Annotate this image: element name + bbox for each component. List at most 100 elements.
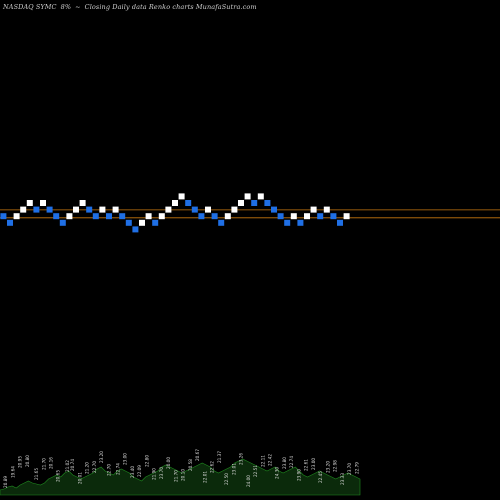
renko-bricks [0, 193, 350, 233]
arrow-label: ~ [75, 3, 81, 11]
price-label: 21.90 [152, 468, 157, 480]
price-label: 21.02 [65, 460, 70, 472]
price-label: 21.70 [173, 470, 178, 482]
renko-brick-down [277, 213, 284, 220]
renko-brick-down [106, 213, 112, 220]
price-label: 19.64 [11, 466, 16, 478]
price-label: 23.00 [311, 458, 316, 470]
renko-brick-up [304, 213, 310, 220]
renko-brick-down [46, 206, 53, 213]
renko-brick-up [40, 200, 46, 206]
price-label: 20.58 [188, 459, 193, 471]
renko-brick-up [139, 219, 145, 226]
price-label: 22.98 [333, 460, 338, 472]
price-label: 22.80 [144, 455, 149, 467]
renko-brick-up [257, 193, 264, 200]
renko-brick-down [92, 213, 99, 220]
price-label: 20.89 [3, 476, 8, 488]
renko-brick-up [66, 213, 73, 220]
renko-brick-up [343, 213, 350, 220]
price-label: 24.30 [275, 467, 280, 479]
price-label: 23.20 [325, 461, 330, 473]
renko-brick-down [152, 219, 159, 226]
renko-brick-up [238, 200, 244, 206]
price-label: 20.67 [195, 449, 200, 461]
price-label: 21.37 [217, 451, 222, 463]
renko-brick-down [284, 219, 291, 226]
renko-brick-up [158, 213, 165, 220]
renko-brick-down [211, 213, 218, 220]
chart-header: NASDAQ SYMC 8% ~ Closing Daily data Renko c… [3, 3, 261, 11]
renko-brick-down [330, 213, 337, 220]
renko-brick-up [20, 206, 27, 213]
renko-brick-down [198, 213, 205, 220]
renko-brick-down [119, 213, 126, 220]
ticker-label: NASDAQ SYMC [3, 3, 57, 11]
renko-brick-down [251, 200, 258, 206]
renko-brick-up [244, 193, 251, 200]
price-label: 23.70 [347, 463, 352, 475]
price-label: 22.62 [210, 461, 215, 473]
price-label: 22.74 [116, 463, 121, 475]
renko-brick-down [86, 206, 93, 213]
price-label: 20.10 [181, 469, 186, 481]
price-label: 23.00 [123, 453, 128, 465]
price-label: 22.11 [260, 455, 265, 467]
price-label: 22.50 [224, 473, 229, 485]
price-label: 21.65 [34, 468, 39, 480]
renko-brick-down [297, 219, 304, 226]
renko-brick-up [323, 206, 330, 213]
renko-brick-down [125, 219, 132, 226]
renko-brick-down [59, 219, 66, 226]
price-label: 22.01 [202, 471, 207, 483]
renko-brick-up [290, 213, 297, 220]
renko-brick-up [145, 213, 152, 220]
renko-brick-down [264, 200, 271, 206]
price-label: 22.79 [354, 462, 359, 474]
renko-brick-up [73, 206, 79, 213]
renko-brick-up [79, 200, 86, 206]
caption-label: Closing Daily data Renko charts MunafaSu… [84, 3, 257, 11]
change-label: 8% [60, 3, 72, 11]
volume-area-path [0, 458, 361, 496]
price-label: 23.01 [231, 463, 236, 475]
renko-brick-down [7, 219, 13, 226]
renko-brick-up [172, 200, 178, 206]
renko-brick-down [185, 200, 192, 206]
renko-brick-up [310, 206, 317, 213]
price-label: 23.90 [297, 469, 302, 481]
renko-brick-down [0, 213, 7, 220]
renko-brick-down [271, 206, 277, 213]
renko-brick-up [13, 213, 20, 220]
price-label: 20.95 [18, 456, 23, 468]
price-label: 20.01 [78, 472, 83, 484]
renko-brick-down [33, 206, 40, 213]
price-label: 20.80 [25, 455, 30, 467]
price-label: 22.70 [92, 461, 97, 473]
renko-brick-down [53, 213, 60, 220]
renko-brick-down [337, 219, 343, 226]
price-label: 23.20 [99, 451, 104, 463]
renko-brick-down [218, 219, 225, 226]
price-label: 22.45 [318, 471, 323, 483]
price-label: 21.20 [85, 462, 90, 474]
price-label: 23.70 [159, 467, 164, 479]
renko-brick-up [26, 200, 33, 206]
price-label: 20.65 [56, 470, 61, 482]
renko-brick-up [231, 206, 238, 213]
price-label: 22.51 [253, 465, 258, 477]
price-label: 23.33 [340, 473, 345, 485]
price-label: 20.74 [70, 459, 75, 471]
price-label: 22.09 [137, 465, 142, 477]
price-label: 23.26 [239, 453, 244, 465]
renko-brick-up [165, 206, 172, 213]
volume-area [0, 458, 361, 496]
renko-brick-up [99, 206, 106, 213]
price-label: 24.00 [246, 475, 251, 487]
renko-brick-down [132, 226, 139, 233]
price-label: 23.80 [282, 457, 287, 469]
renko-brick-up [224, 213, 231, 220]
price-label: 22.61 [304, 459, 309, 471]
